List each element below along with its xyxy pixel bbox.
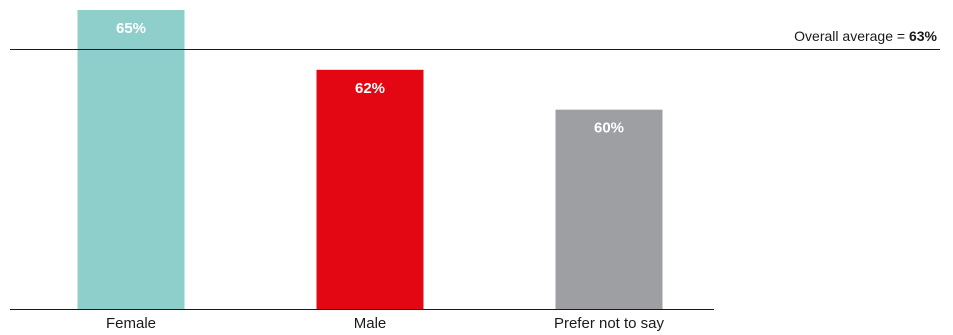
category-labels-group: Female Male Prefer not to say (106, 315, 665, 332)
overall-average-value: 63% (909, 28, 938, 44)
bar-male (316, 69, 424, 309)
bar-prefer-not-to-say (555, 109, 663, 310)
category-label: Prefer not to say (554, 315, 665, 332)
bar-value-label: 62% (355, 80, 385, 97)
bar-value-label: 60% (594, 120, 624, 137)
overall-average-label: Overall average = 63% (794, 28, 937, 44)
bar-female (77, 10, 185, 309)
category-label: Male (354, 315, 387, 332)
category-label: Female (106, 315, 156, 332)
bars-group (77, 10, 663, 310)
overall-average-prefix: Overall average = (794, 28, 909, 44)
bar-labels-group: 65% 62% 60% (116, 20, 624, 137)
bar-value-label: 65% (116, 20, 146, 37)
